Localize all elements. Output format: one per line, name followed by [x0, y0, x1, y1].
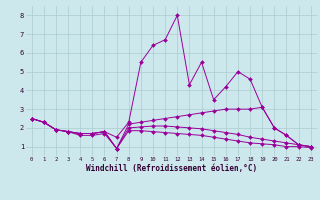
X-axis label: Windchill (Refroidissement éolien,°C): Windchill (Refroidissement éolien,°C) — [86, 164, 257, 173]
